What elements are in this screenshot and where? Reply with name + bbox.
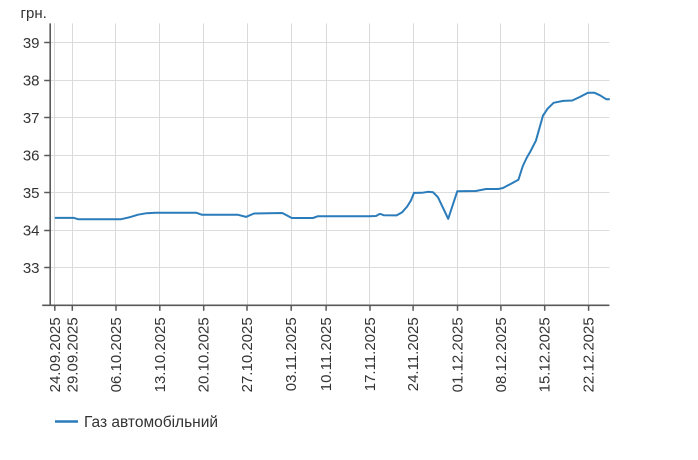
svg-text:24.09.2025: 24.09.2025	[47, 317, 64, 392]
svg-text:33: 33	[23, 260, 40, 277]
svg-text:27.10.2025: 27.10.2025	[239, 317, 256, 392]
svg-text:34: 34	[23, 223, 40, 240]
svg-text:06.10.2025: 06.10.2025	[108, 317, 125, 392]
svg-text:15.12.2025: 15.12.2025	[537, 317, 554, 392]
svg-text:38: 38	[23, 73, 40, 90]
svg-text:20.10.2025: 20.10.2025	[196, 317, 213, 392]
svg-text:29.09.2025: 29.09.2025	[64, 317, 81, 392]
svg-text:13.10.2025: 13.10.2025	[152, 317, 169, 392]
svg-text:24.11.2025: 24.11.2025	[405, 317, 422, 391]
svg-text:08.12.2025: 08.12.2025	[493, 317, 510, 392]
svg-text:22.12.2025: 22.12.2025	[581, 317, 598, 392]
svg-text:10.11.2025: 10.11.2025	[318, 317, 335, 391]
svg-text:17.11.2025: 17.11.2025	[362, 317, 379, 391]
svg-text:35: 35	[23, 185, 40, 202]
svg-text:Газ автомобільний: Газ автомобільний	[84, 414, 218, 431]
svg-text:39: 39	[23, 35, 40, 52]
svg-text:36: 36	[23, 148, 40, 165]
svg-text:01.12.2025: 01.12.2025	[450, 317, 467, 392]
svg-text:03.11.2025: 03.11.2025	[283, 317, 300, 391]
svg-text:грн.: грн.	[21, 5, 47, 22]
svg-text:37: 37	[23, 110, 40, 127]
